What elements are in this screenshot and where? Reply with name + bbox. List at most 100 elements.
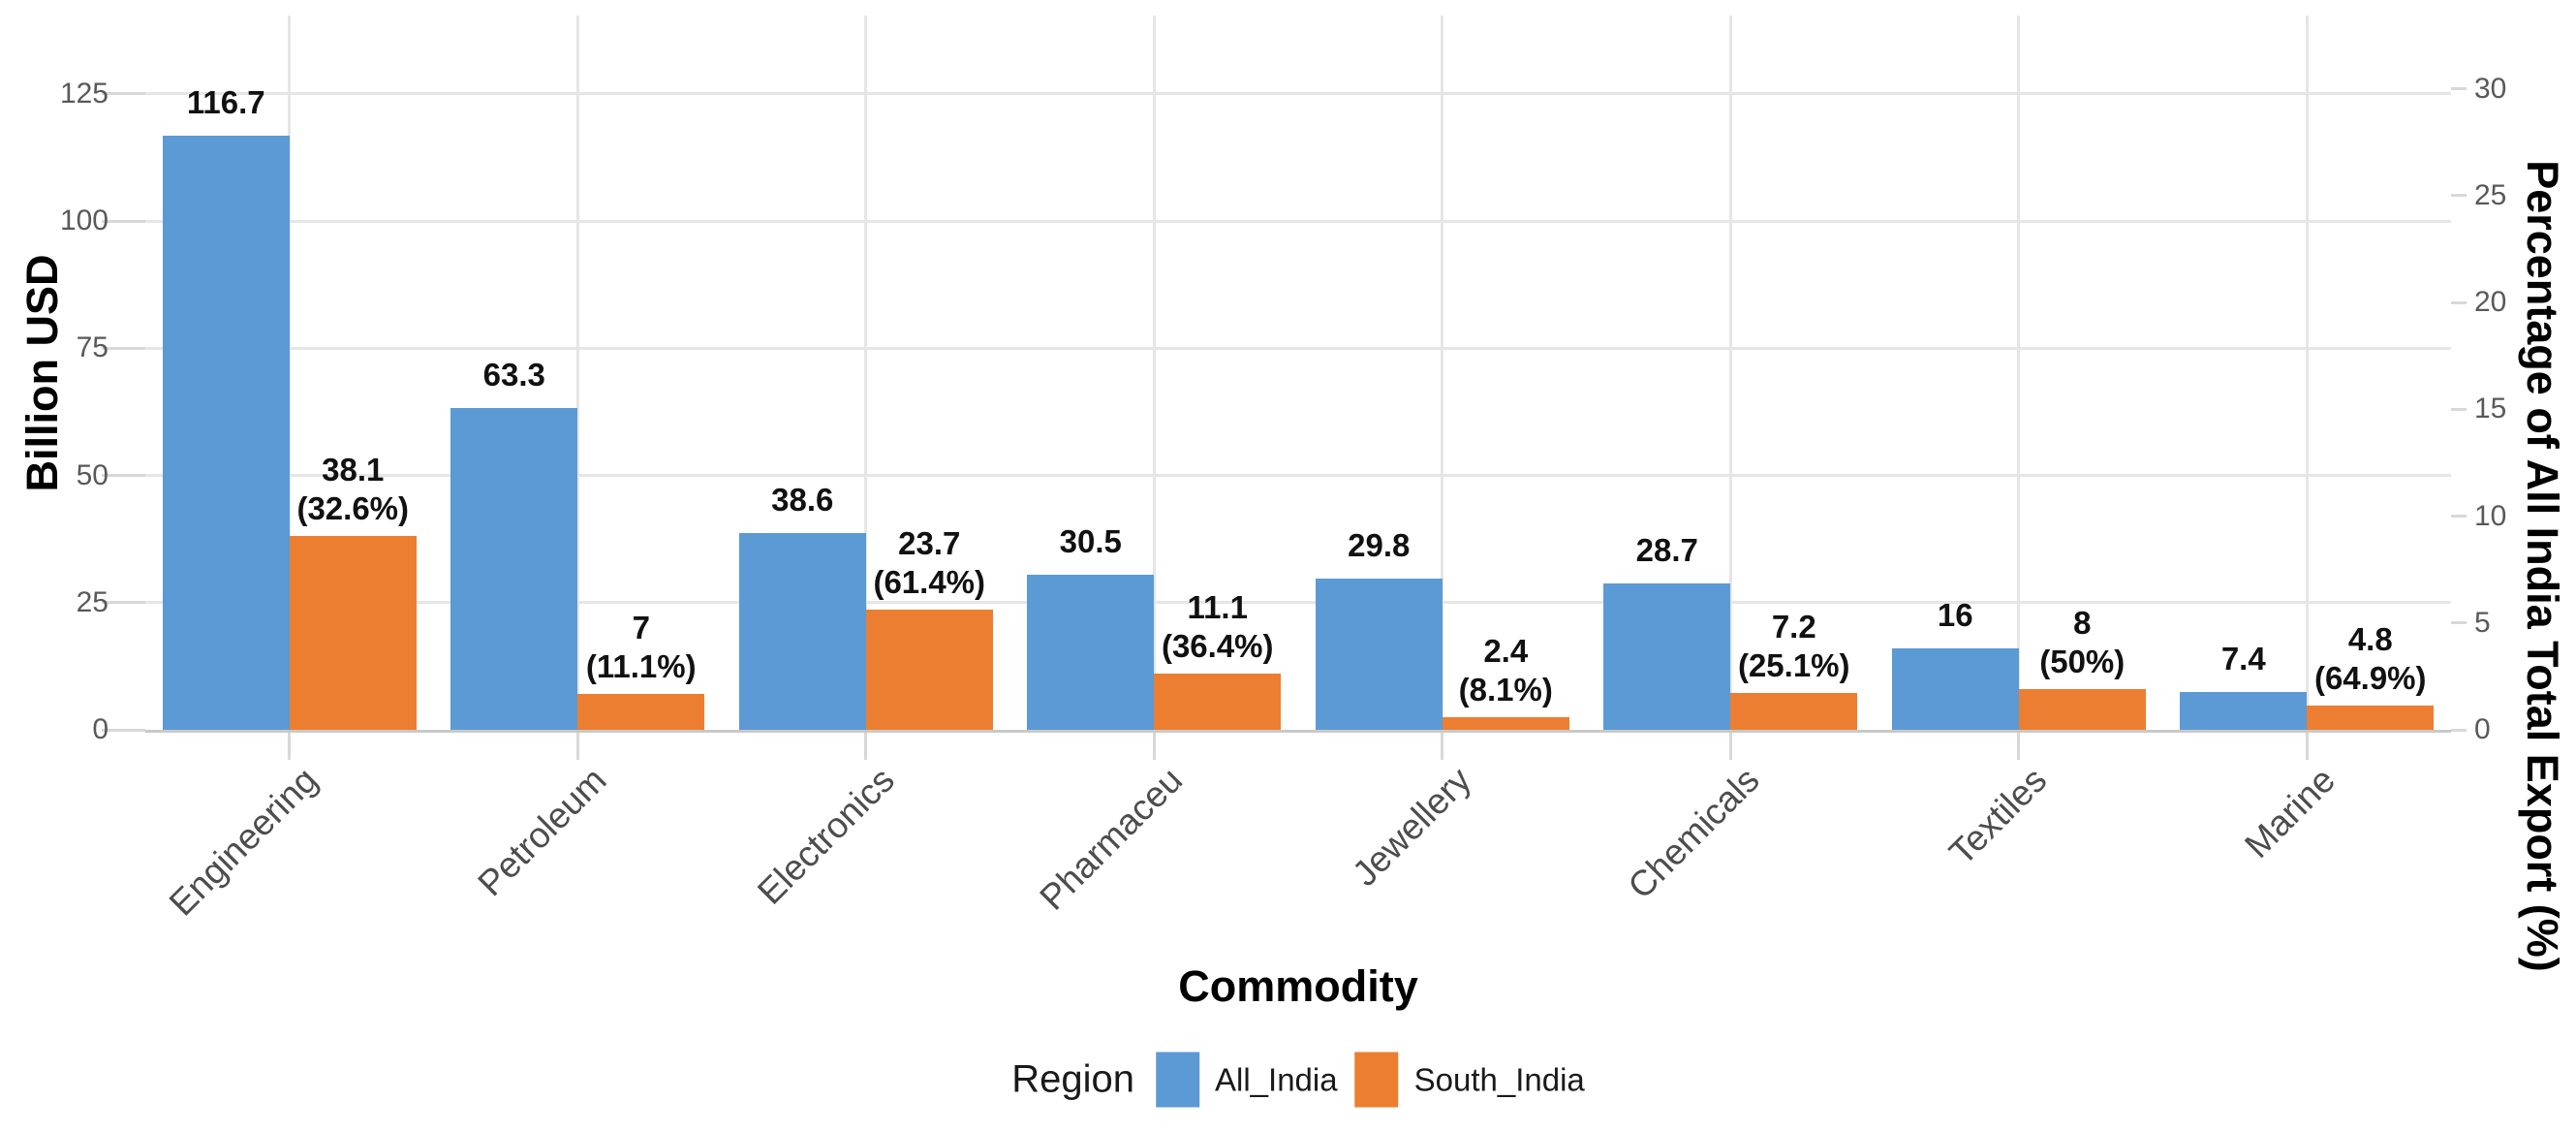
left-axis-tick-label: 100 [59,204,109,236]
gridline-vertical [864,16,868,730]
bar-all-india [2180,692,2308,730]
left-axis-tick [102,474,145,477]
x-axis-tick [1152,733,1156,760]
bar-south-india [2307,705,2435,730]
bar-south-india [577,694,705,730]
left-axis-tick [102,219,145,223]
bar-all-india [1603,583,1731,730]
bar-value-label-all-india: 38.6 [771,482,834,519]
right-axis-tick-label: 25 [2474,178,2507,211]
bar-south-india [865,609,993,730]
right-axis-tick-label: 5 [2474,606,2491,639]
left-axis-tick-label: 50 [76,458,109,491]
legend-title: Region [1011,1057,1135,1101]
gridline-horizontal [145,92,2451,96]
x-axis-tick [575,733,579,760]
bar-all-india [1315,578,1443,730]
x-axis-label: Jewellery [1344,760,1478,895]
bar-all-india [1027,574,1155,730]
gridline-horizontal [145,474,2451,477]
left-axis-tick [102,346,145,350]
x-axis-line [145,730,2451,733]
bar-south-india [1154,673,1282,730]
bar-value-label-south-india: 23.7 (61.4%) [873,524,986,600]
gridline-vertical [288,16,292,730]
legend-label-south-india: South_India [1413,1061,1585,1097]
gridline-vertical [2305,16,2309,730]
x-axis-tick [2017,733,2021,760]
bar-all-india [162,136,290,730]
right-axis-tick [2451,194,2467,198]
right-axis-tick-label: 0 [2474,713,2491,745]
bar-value-label-all-india: 7.4 [2220,641,2266,677]
bar-value-label-south-india: 7.2 (25.1%) [1737,609,1850,684]
right-axis-tick [2451,621,2467,625]
x-axis-label: Engineering [162,760,326,924]
gridline-horizontal [145,219,2451,223]
bar-value-label-south-india: 38.1 (32.6%) [296,451,410,526]
bar-value-label-all-india: 29.8 [1348,526,1411,563]
left-axis-tick [102,601,145,605]
legend: Region All_India South_India [1011,1052,1585,1108]
gridline-vertical [1728,16,1732,730]
right-axis-tick-label: 10 [2474,499,2507,532]
right-axis-tick [2451,407,2467,411]
x-axis-label: Electronics [749,760,902,912]
right-axis-tick-label: 20 [2474,286,2507,318]
bar-value-label-south-india: 7 (11.1%) [585,610,697,685]
gridline-vertical [575,16,579,730]
left-axis-tick [102,92,145,96]
left-axis-tick-label: 25 [76,585,109,618]
gridline-vertical [1441,16,1444,730]
x-axis-label: Textiles [1941,760,2055,873]
right-axis-tick [2451,300,2467,304]
left-axis-tick [102,728,145,732]
bar-value-label-all-india: 63.3 [482,356,545,393]
x-axis-label: Petroleum [470,760,614,904]
left-axis-tick-label: 0 [92,713,109,745]
bar-south-india [1442,717,1569,730]
gridline-horizontal [145,601,2451,605]
bar-value-label-all-india: 28.7 [1635,532,1698,569]
bar-value-label-south-india: 4.8 (64.9%) [2313,620,2427,696]
bar-value-label-all-india: 16 [1937,597,1973,633]
bar-south-india [2018,689,2146,730]
bar-south-india [289,535,417,730]
bar-value-label-south-india: 2.4 (8.1%) [1458,633,1553,708]
south-india-color-swatch [1354,1052,1399,1108]
legend-label-all-india: All_India [1215,1061,1338,1097]
left-axis-tick-label: 75 [76,331,109,364]
x-axis-label: Pharmaceu [1032,760,1191,918]
legend-item-south-india: South_India [1354,1052,1585,1108]
all-india-color-swatch [1156,1052,1200,1108]
x-axis-tick [1441,733,1444,760]
gridline-vertical [2017,16,2021,730]
gridline-vertical [1152,16,1156,730]
bar-value-label-south-india: 8 (50%) [2039,605,2126,679]
bar-south-india [1730,693,1858,730]
bar-value-label-south-india: 11.1 (36.4%) [1161,588,1274,664]
right-axis-tick-label: 30 [2474,72,2507,105]
x-axis-tick [2305,733,2309,760]
x-axis-label: Chemicals [1620,760,1767,907]
right-axis-tick-label: 15 [2474,393,2507,425]
left-axis-title: Billion USD [17,254,67,492]
legend-item-all-india: All_India [1156,1052,1338,1108]
right-axis-title: Percentage of All India Total Export (%) [2518,160,2567,972]
x-axis-tick [288,733,292,760]
bar-value-label-all-india: 116.7 [186,84,265,121]
left-axis-tick-label: 125 [59,77,109,110]
bar-all-india [450,407,578,730]
x-axis-label: Marine [2237,760,2343,865]
bar-all-india [738,533,866,730]
gridline-horizontal [145,346,2451,350]
bar-value-label-all-india: 30.5 [1059,522,1122,559]
x-axis-title: Commodity [1178,961,1418,1011]
x-axis-tick [864,733,868,760]
right-axis-tick [2451,515,2467,518]
right-axis-tick [2451,728,2467,732]
x-axis-tick [1728,733,1732,760]
bar-all-india [1891,648,2019,730]
